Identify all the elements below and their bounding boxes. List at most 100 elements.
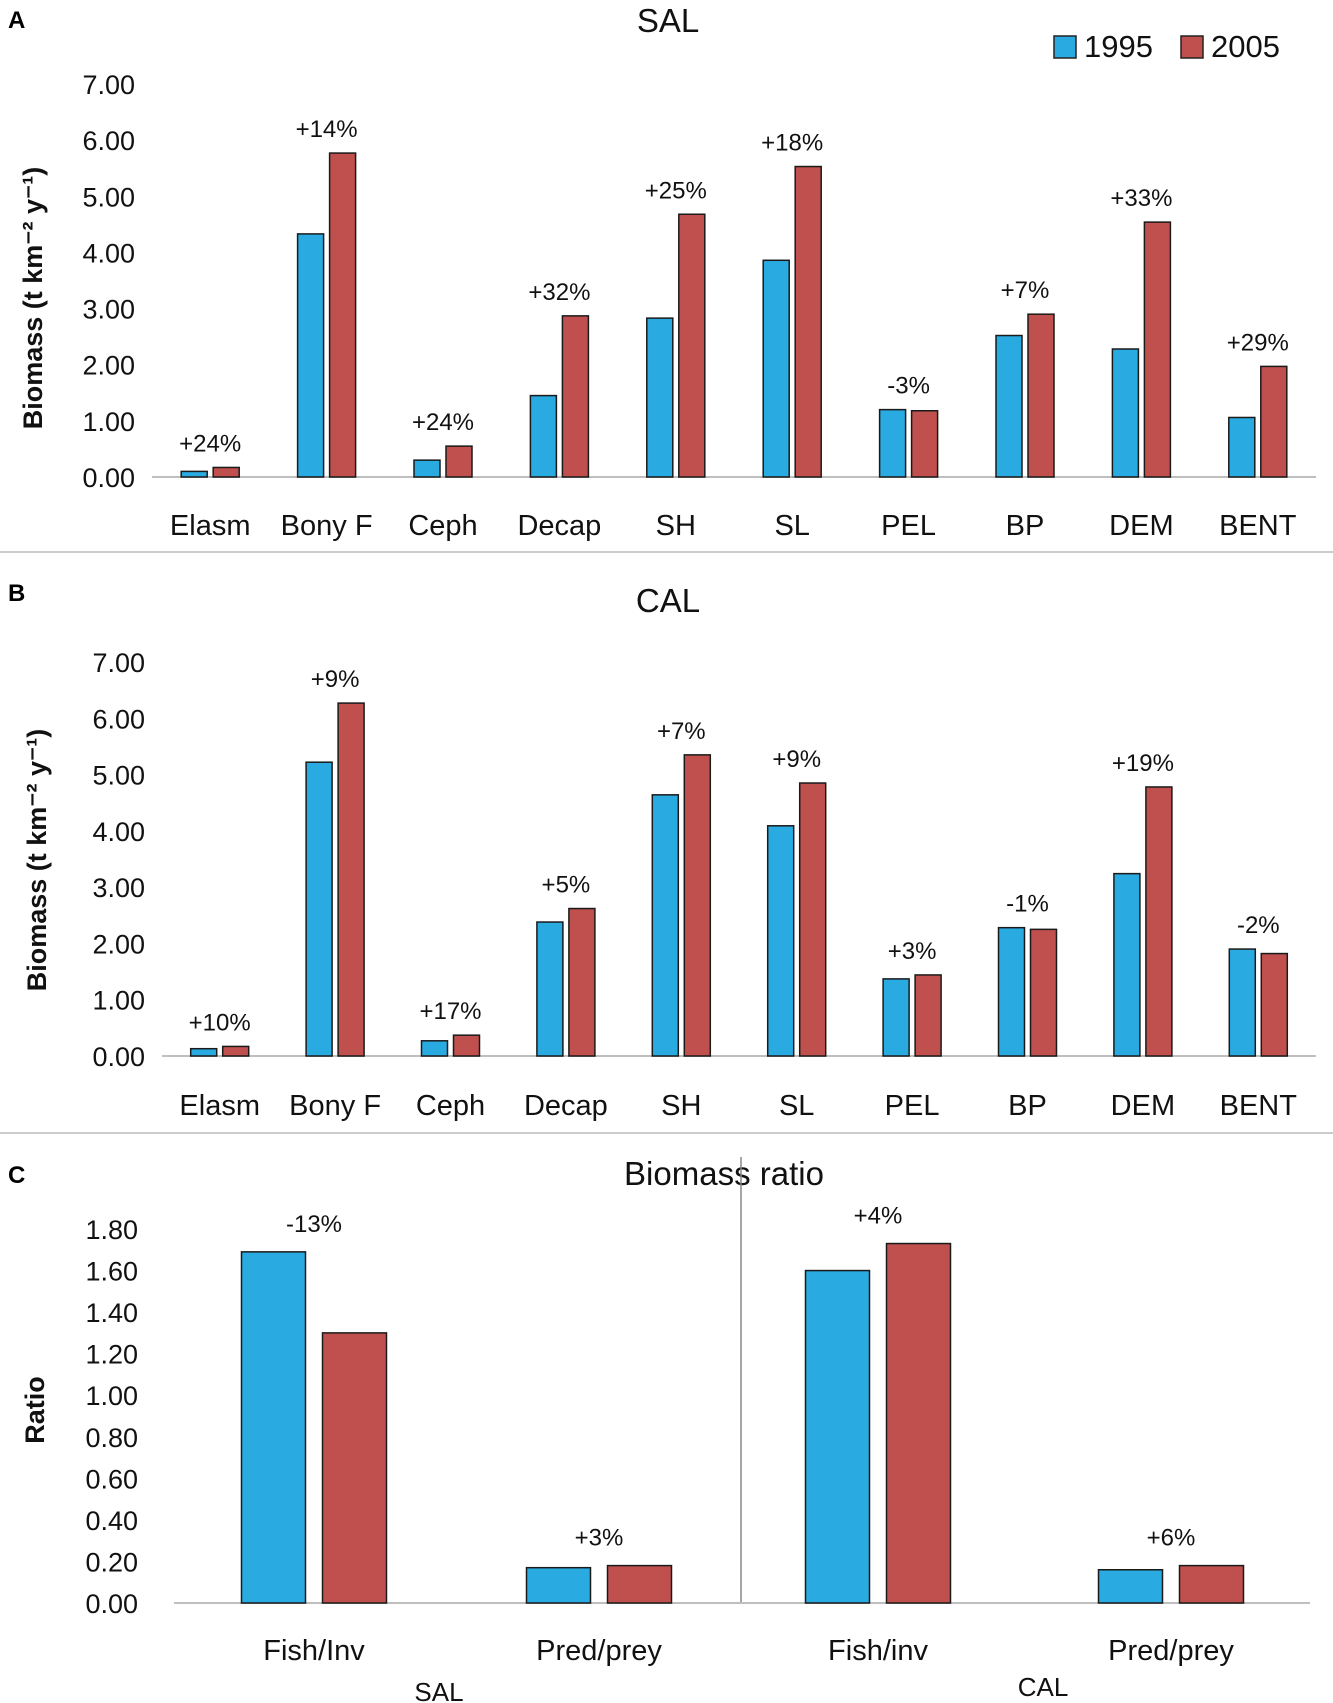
panel-letter-c: C bbox=[8, 1162, 25, 1189]
panel-letter-a: A bbox=[8, 7, 25, 34]
legend: 1995 2005 bbox=[1053, 29, 1280, 64]
y-axis-title-cal: Biomass (t km⁻² y⁻¹) bbox=[22, 729, 52, 992]
data-label: +10% bbox=[189, 1009, 251, 1036]
bar-2005-bp bbox=[1027, 313, 1055, 478]
y-tick-label: 2.00 bbox=[92, 929, 145, 959]
y-tick-label: 3.00 bbox=[92, 873, 145, 903]
y-tick-label: 6.00 bbox=[92, 704, 145, 734]
y-tick-label: 2.00 bbox=[82, 351, 135, 381]
y-tick-label: 0.40 bbox=[85, 1506, 138, 1536]
y-tick-label: 7.00 bbox=[92, 648, 145, 678]
y-tick-label: 1.80 bbox=[85, 1215, 138, 1245]
legend-swatch-2005 bbox=[1180, 35, 1204, 59]
category-label: SH bbox=[661, 1090, 701, 1122]
bar-2005-bony-f bbox=[328, 152, 357, 478]
y-tick-label: 1.00 bbox=[92, 986, 145, 1016]
data-label: +4% bbox=[854, 1203, 903, 1230]
data-label: -3% bbox=[887, 373, 930, 400]
bar-1995-pel bbox=[878, 408, 907, 478]
category-label: SH bbox=[656, 510, 696, 542]
bar-1995-bony-f bbox=[296, 233, 325, 478]
data-label: +3% bbox=[575, 1525, 624, 1552]
category-label: BP bbox=[1006, 510, 1045, 542]
y-tick-label: 0.80 bbox=[85, 1423, 138, 1453]
bar-1995-ceph bbox=[420, 1040, 449, 1057]
bar-2005-sh bbox=[678, 213, 706, 478]
category-label: SL bbox=[774, 510, 809, 542]
y-tick-label: 1.20 bbox=[85, 1340, 138, 1370]
group-label-sal: SAL bbox=[414, 1677, 463, 1703]
bar-1995-bp bbox=[997, 926, 1026, 1057]
bar-1995-bent bbox=[1228, 948, 1257, 1057]
data-label: +3% bbox=[888, 938, 937, 965]
category-label: PEL bbox=[885, 1090, 940, 1122]
y-tick-label: 1.60 bbox=[85, 1257, 138, 1287]
bar-2005-pred-prey bbox=[1178, 1564, 1245, 1604]
legend-label-2005: 2005 bbox=[1211, 29, 1280, 64]
category-label: Ceph bbox=[408, 510, 477, 542]
bar-1995-decap bbox=[536, 921, 564, 1057]
bar-1995-pel bbox=[882, 978, 910, 1057]
chart-title-sal: SAL bbox=[637, 2, 699, 39]
data-label: +24% bbox=[179, 430, 241, 457]
data-label: +7% bbox=[1001, 277, 1050, 304]
bar-2005-ceph bbox=[445, 445, 473, 478]
bar-1995-dem bbox=[1111, 348, 1140, 478]
y-tick-label: 1.40 bbox=[85, 1298, 138, 1328]
data-label: +29% bbox=[1227, 329, 1289, 356]
bar-1995-pred-prey bbox=[525, 1566, 592, 1604]
bar-2005-bp bbox=[1029, 928, 1058, 1057]
category-label: BP bbox=[1008, 1090, 1047, 1122]
category-label: Decap bbox=[517, 510, 601, 542]
bar-1995-sl bbox=[766, 825, 795, 1057]
category-label: Fish/inv bbox=[828, 1635, 928, 1667]
bar-1995-dem bbox=[1113, 872, 1141, 1057]
bar-2005-bent bbox=[1260, 365, 1288, 478]
y-tick-label: 6.00 bbox=[82, 126, 135, 156]
data-label: +17% bbox=[419, 998, 481, 1025]
y-tick-label: 5.00 bbox=[82, 182, 135, 212]
bar-1995-elasm bbox=[189, 1047, 218, 1057]
y-tick-label: 4.00 bbox=[92, 817, 145, 847]
category-label: DEM bbox=[1111, 1090, 1175, 1122]
y-tick-label: 3.00 bbox=[82, 295, 135, 325]
data-label: -2% bbox=[1237, 912, 1280, 939]
bar-2005-decap bbox=[568, 907, 596, 1057]
y-tick-label: 0.00 bbox=[92, 1042, 145, 1072]
category-label: Decap bbox=[524, 1090, 608, 1122]
bar-1995-fish-inv bbox=[804, 1269, 871, 1604]
bar-1995-bent bbox=[1228, 416, 1256, 478]
bar-2005-elasm bbox=[221, 1045, 250, 1057]
category-label: BENT bbox=[1219, 510, 1297, 542]
bar-2005-sl bbox=[798, 782, 827, 1057]
data-label: -13% bbox=[286, 1211, 342, 1238]
chart-title-biomass-ratio: Biomass ratio bbox=[624, 1155, 824, 1192]
bar-1995-bp bbox=[995, 334, 1023, 478]
data-label: +19% bbox=[1112, 750, 1174, 777]
data-label: +5% bbox=[542, 872, 591, 899]
y-tick-label: 0.00 bbox=[85, 1589, 138, 1619]
bar-2005-bony-f bbox=[337, 702, 365, 1057]
bar-2005-pred-prey bbox=[606, 1564, 673, 1604]
data-label: +25% bbox=[645, 177, 707, 204]
y-tick-label: 1.00 bbox=[82, 407, 135, 437]
legend-label-1995: 1995 bbox=[1084, 29, 1153, 64]
category-label: PEL bbox=[881, 510, 936, 542]
bar-1995-sh bbox=[651, 794, 680, 1057]
y-tick-label: 0.20 bbox=[85, 1547, 138, 1577]
y-tick-label: 5.00 bbox=[92, 761, 145, 791]
bar-1995-ceph bbox=[413, 459, 441, 478]
bar-1995-fish-inv bbox=[240, 1251, 307, 1604]
data-label: +9% bbox=[311, 666, 360, 693]
bar-2005-dem bbox=[1143, 221, 1172, 478]
category-label: Elasm bbox=[170, 510, 251, 542]
data-label: +32% bbox=[528, 279, 590, 306]
chart-panel-cal: 0.00 1.00 2.00 3.00 4.00 5.00 6.00 7.00 +10% Elas… bbox=[92, 648, 1316, 1122]
category-label: DEM bbox=[1109, 510, 1173, 542]
bar-1995-elasm bbox=[180, 470, 208, 478]
category-label: BENT bbox=[1220, 1090, 1298, 1122]
category-label: Pred/prey bbox=[1108, 1635, 1234, 1667]
bar-2005-ceph bbox=[452, 1034, 481, 1057]
data-label: +9% bbox=[772, 746, 821, 773]
bar-1995-sl bbox=[762, 259, 790, 478]
